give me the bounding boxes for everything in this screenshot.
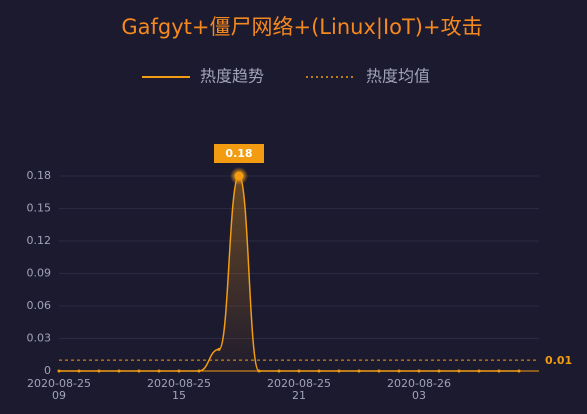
point — [417, 369, 421, 373]
peak-label-box — [214, 144, 264, 163]
point — [97, 369, 101, 373]
y-tick-label: 0.09 — [27, 267, 52, 280]
point — [257, 369, 261, 373]
x-tick-label: 2020-08-26 03 — [387, 377, 451, 402]
point — [357, 369, 361, 373]
peak-point — [234, 171, 244, 181]
point — [377, 369, 381, 373]
point — [397, 369, 401, 373]
point — [337, 369, 341, 373]
point — [497, 369, 501, 373]
legend-label[interactable]: 热度趋势 — [200, 67, 264, 86]
point — [277, 369, 281, 373]
y-tick-label: 0 — [44, 364, 51, 377]
y-tick-label: 0.03 — [27, 332, 52, 345]
point — [117, 369, 121, 373]
point — [57, 369, 61, 373]
point — [437, 369, 441, 373]
point — [517, 369, 521, 373]
point — [77, 369, 81, 373]
point — [297, 369, 301, 373]
point — [477, 369, 481, 373]
y-tick-label: 0.12 — [27, 234, 52, 247]
chart-title: Gafgyt+僵尸网络+(Linux|IoT)+攻击 — [121, 15, 482, 40]
x-tick-label: 2020-08-25 21 — [267, 377, 331, 402]
y-tick-label: 0.18 — [27, 169, 52, 182]
point — [177, 369, 181, 373]
peak-label: 0.18 — [225, 147, 252, 160]
x-tick-label: 2020-08-25 15 — [147, 377, 211, 402]
point — [217, 347, 221, 351]
point — [137, 369, 141, 373]
x-tick-label: 2020-08-25 09 — [27, 377, 91, 402]
point — [197, 369, 201, 373]
point — [317, 369, 321, 373]
y-tick-label: 0.06 — [27, 299, 52, 312]
point — [157, 369, 161, 373]
mean-label: 0.01 — [545, 354, 572, 367]
point — [457, 369, 461, 373]
legend-label[interactable]: 热度均值 — [366, 67, 430, 86]
y-tick-label: 0.15 — [27, 202, 52, 215]
